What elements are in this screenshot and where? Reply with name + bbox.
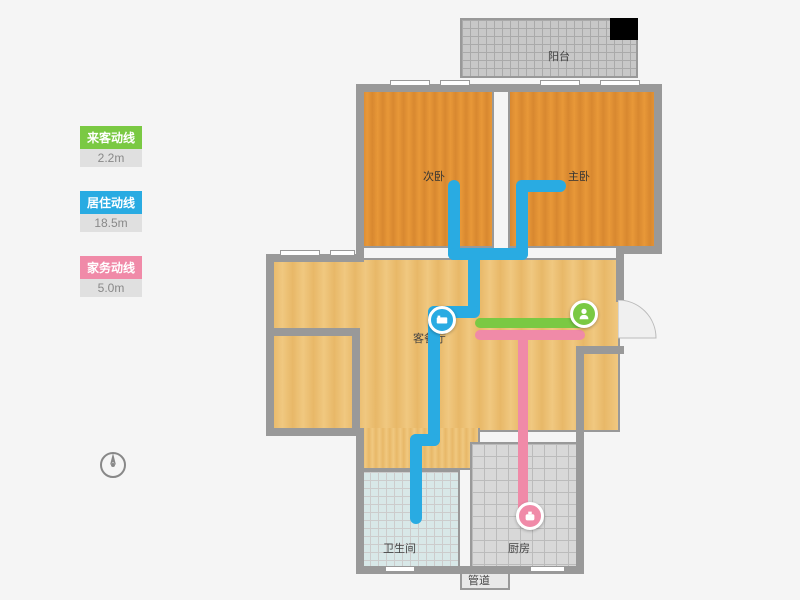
path-guest (475, 318, 585, 328)
path-living (410, 434, 422, 524)
window-mark (440, 80, 470, 86)
outer-wall (356, 428, 364, 574)
label-bathroom: 卫生间 (383, 540, 416, 556)
node-entry-icon (570, 300, 598, 328)
outer-wall (576, 346, 584, 442)
window-mark (390, 80, 430, 86)
outer-wall (654, 84, 662, 252)
compass-icon (98, 450, 128, 480)
legend-guest: 来客动线 2.2m (80, 126, 142, 167)
outer-wall (616, 254, 624, 302)
label-bedroom2: 次卧 (423, 168, 445, 184)
path-chore (475, 330, 585, 340)
balcony-dark-block (610, 18, 638, 40)
label-kitchen: 厨房 (508, 540, 530, 556)
path-chore (518, 330, 528, 520)
label-balcony: 阳台 (548, 48, 570, 64)
window-mark (385, 566, 415, 572)
node-living-icon (428, 306, 456, 334)
node-kitchen-icon (516, 502, 544, 530)
window-mark (530, 566, 565, 572)
outer-wall (266, 428, 360, 436)
legend-living: 居住动线 18.5m (80, 191, 142, 232)
wall-interior-v (352, 328, 360, 436)
legend-panel: 来客动线 2.2m 居住动线 18.5m 家务动线 5.0m (80, 126, 142, 321)
floorplan: 阳台 次卧 主卧 客餐厅 玄关 卫生间 厨房 管道 (250, 10, 680, 590)
legend-living-value: 18.5m (80, 214, 142, 232)
window-mark (280, 250, 320, 256)
path-living (516, 180, 566, 192)
legend-guest-label: 来客动线 (80, 126, 142, 149)
wall-interior (270, 328, 360, 336)
window-mark (600, 80, 640, 86)
outer-wall (356, 84, 364, 262)
legend-chore-label: 家务动线 (80, 256, 142, 279)
window-mark (330, 250, 355, 256)
legend-chore: 家务动线 5.0m (80, 256, 142, 297)
outer-wall (576, 346, 624, 354)
outer-wall (616, 246, 662, 254)
label-bedroom1: 主卧 (568, 168, 590, 184)
label-duct: 管道 (468, 572, 490, 588)
path-living (516, 180, 528, 260)
legend-guest-value: 2.2m (80, 149, 142, 167)
outer-wall (576, 438, 584, 572)
door-arc (618, 300, 658, 345)
legend-living-label: 居住动线 (80, 191, 142, 214)
window-mark (540, 80, 580, 86)
outer-wall (266, 254, 274, 436)
legend-chore-value: 5.0m (80, 279, 142, 297)
